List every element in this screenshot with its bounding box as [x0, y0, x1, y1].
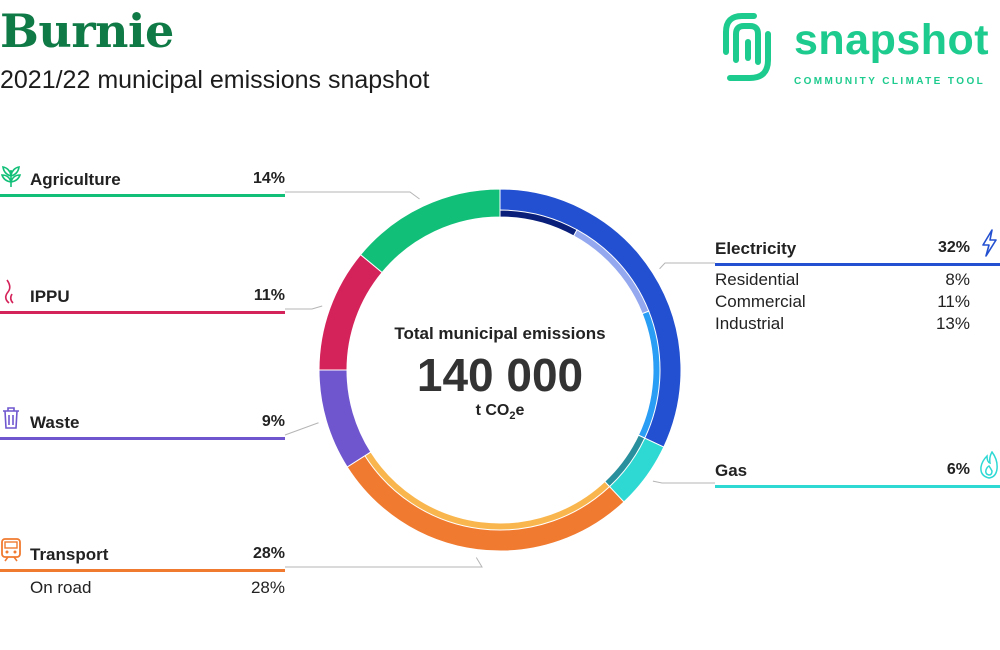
legend-waste: Waste 9%: [0, 407, 285, 440]
legend-pct: 6%: [946, 461, 970, 478]
leader-line-transport: [285, 557, 483, 568]
legend-sub-pct: 8%: [945, 270, 970, 289]
legend-sub-pct: 11%: [937, 292, 970, 311]
snapshot-mark-icon: [723, 13, 771, 81]
legend-head: Electricity 32%: [715, 229, 1000, 266]
total-value: 140 000: [416, 349, 584, 401]
legend-sub-row: Residential 8%: [715, 266, 1000, 289]
donut-slice-ippu: [318, 253, 383, 371]
legend-pct: 14%: [252, 170, 285, 187]
snapshot-logo: snapshot COMMUNITY CLIMATE TOOL: [714, 2, 1000, 90]
legend-head: Transport 28%: [0, 538, 285, 572]
legend-pct: 11%: [253, 287, 285, 304]
legend-ippu: IPPU 11%: [0, 279, 285, 314]
legend-name: Agriculture: [30, 170, 121, 189]
donut-slice-agriculture: [359, 188, 501, 274]
page-subtitle: 2021/22 municipal emissions snapshot: [0, 66, 430, 94]
leader-line-waste: [284, 422, 319, 436]
legend-pct: 32%: [937, 239, 970, 256]
unit-subscript: 2: [509, 410, 516, 423]
leader-line-electricity: [659, 262, 715, 270]
page-title: Burnie: [0, 4, 174, 58]
unit-suffix: e: [515, 402, 525, 419]
legend-pct: 28%: [252, 545, 285, 562]
logo-tagline: COMMUNITY CLIMATE TOOL: [794, 76, 986, 87]
plant-icon: [0, 166, 22, 187]
legend-name: Gas: [715, 461, 748, 480]
legend-head: Gas 6%: [715, 451, 1000, 488]
logo-wordmark: snapshot: [794, 16, 990, 64]
legend-head: Waste 9%: [0, 407, 285, 440]
legend-head: Agriculture 14%: [0, 166, 285, 197]
total-label: Total municipal emissions: [394, 324, 606, 343]
flame-icon: [980, 451, 998, 479]
leader-line-agriculture: [285, 191, 420, 200]
legend-transport: Transport 28% On road 28%: [0, 538, 285, 598]
legend-name: Electricity: [715, 239, 797, 258]
bin-icon: [3, 407, 19, 429]
legend-sub-row: Commercial 11%: [715, 288, 1000, 311]
legend-sub-row: On road 28%: [0, 576, 285, 598]
legend-sub-name: Industrial: [715, 314, 784, 333]
train-icon: [1, 538, 21, 562]
total-unit: t CO2e: [380, 402, 620, 422]
leader-line-gas: [652, 480, 715, 484]
donut-slice-waste: [318, 369, 372, 468]
legend-sub-row: Industrial 13%: [715, 310, 1000, 333]
leader-line-ippu: [285, 305, 323, 310]
legend-sub-name: Commercial: [715, 292, 806, 311]
lightning-icon: [982, 229, 997, 257]
unit-prefix: t CO: [475, 402, 510, 419]
legend-name: IPPU: [30, 287, 70, 306]
legend-sub-pct: 13%: [935, 314, 970, 333]
legend-pct: 9%: [261, 413, 285, 430]
legend-sub-name: On road: [30, 578, 92, 597]
legend-name: Waste: [30, 413, 80, 432]
legend-head: IPPU 11%: [0, 279, 285, 314]
legend-agriculture: Agriculture 14%: [0, 166, 285, 197]
legend-gas: Gas 6%: [715, 451, 1000, 488]
factory-smoke-icon: [4, 279, 14, 304]
legend-name: Transport: [30, 545, 109, 564]
legend-sub-pct: 28%: [250, 578, 285, 597]
legend-sub-name: Residential: [715, 270, 800, 289]
legend-electricity: Electricity 32% Residential 8% Commercia…: [715, 229, 1000, 333]
